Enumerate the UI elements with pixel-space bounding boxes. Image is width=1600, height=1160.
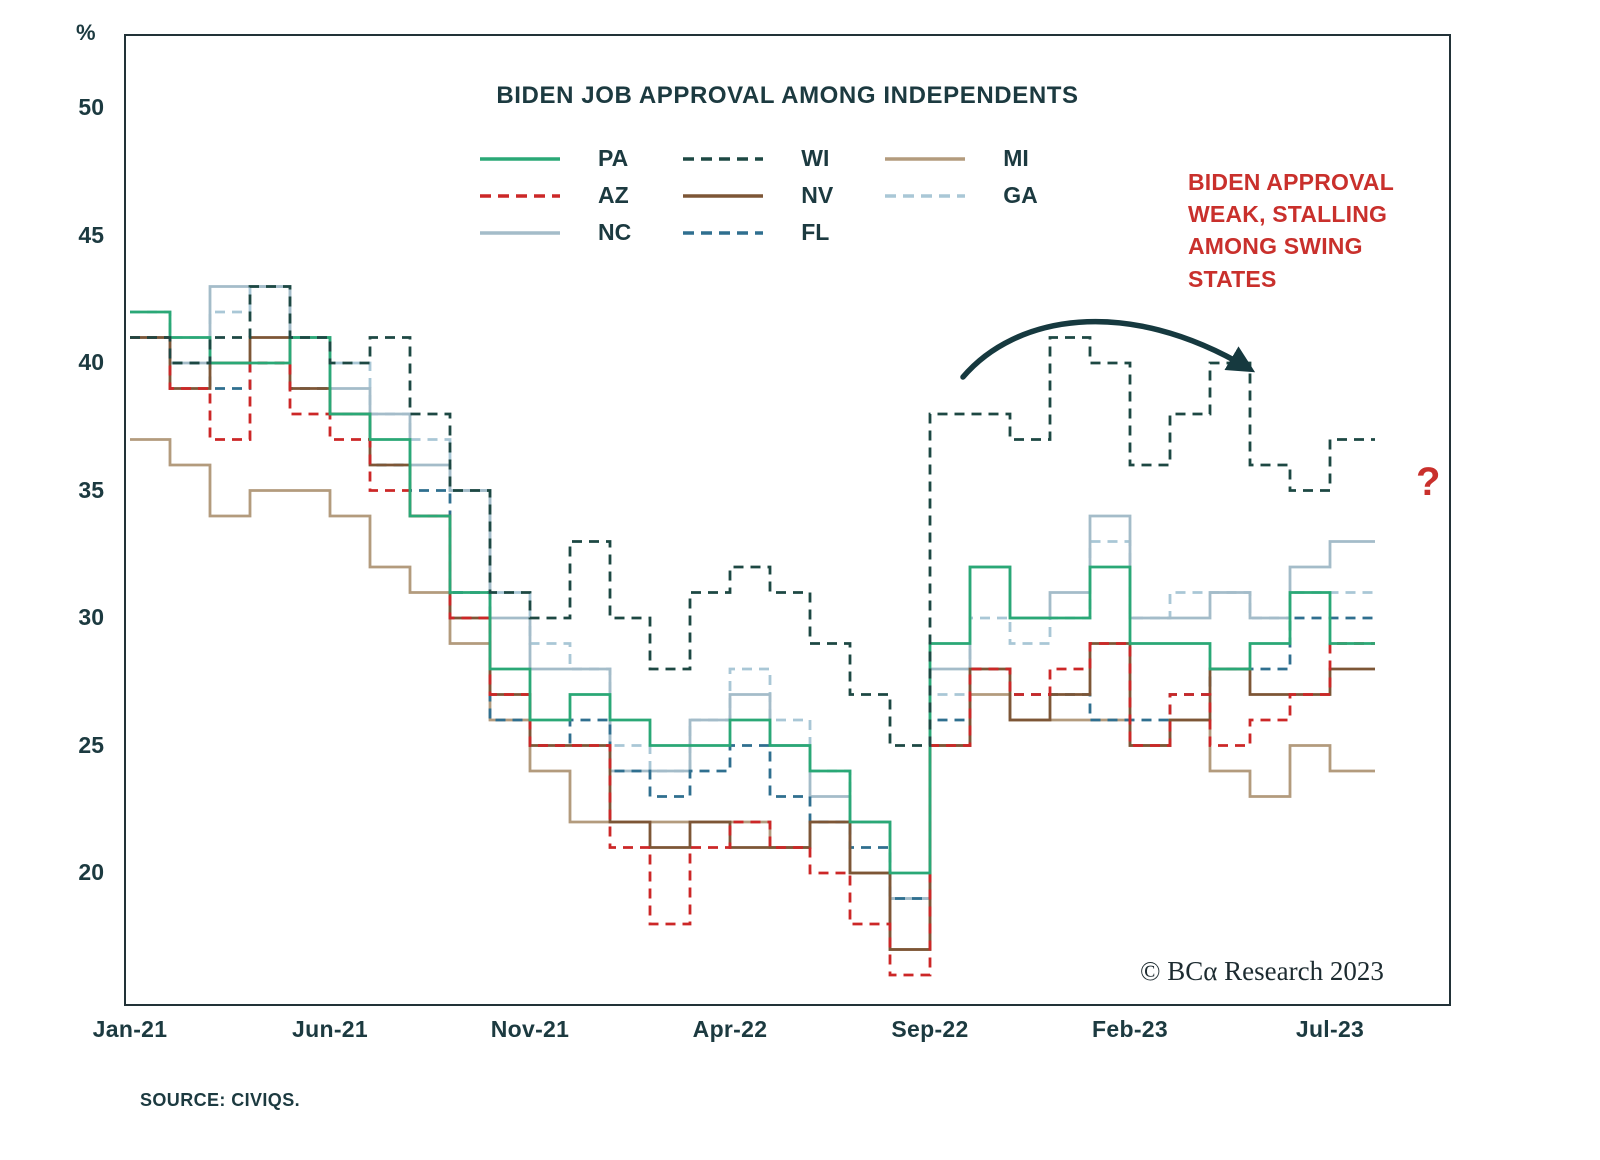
legend-label-WI: WI — [801, 145, 830, 171]
y-axis-unit-label: % — [76, 20, 96, 45]
legend-swatch-FL — [683, 230, 764, 235]
source-note: SOURCE: CIVIQS. — [140, 1090, 301, 1110]
legend-item-FL: FL — [683, 219, 833, 246]
legend-swatch-GA — [885, 193, 966, 198]
legend-swatch-AZ — [480, 193, 560, 198]
series-line-AZ — [130, 336, 1375, 977]
copyright-watermark: © BCα Research 2023 — [1140, 956, 1384, 986]
legend-item-WI: WI — [683, 145, 833, 172]
x-tick-label: Jun-21 — [292, 1016, 368, 1042]
x-tick-label: Feb-23 — [1092, 1016, 1168, 1042]
x-tick-label: Jan-21 — [92, 1016, 168, 1042]
y-tick-label: 25 — [78, 731, 104, 758]
legend-label-AZ: AZ — [598, 182, 629, 208]
y-tick-label: 40 — [78, 349, 104, 375]
x-tick-label: Nov-21 — [490, 1016, 570, 1042]
legend-label-NV: NV — [801, 182, 834, 208]
annotation-text: BIDEN APPROVAL WEAK, STALLING AMONG SWIN… — [1188, 169, 1394, 292]
y-tick-label: 30 — [78, 604, 104, 630]
trend-arrow — [960, 319, 1256, 380]
legend-swatch-NV — [683, 193, 764, 198]
legend-item-GA: GA — [885, 182, 1038, 209]
plot-border — [124, 34, 1451, 1006]
legend-item-MI: MI — [885, 145, 1038, 172]
y-tick-label: 45 — [78, 221, 104, 248]
y-tick-label: 35 — [78, 476, 104, 503]
x-tick-label: Apr-22 — [692, 1016, 768, 1042]
y-tick-label: 20 — [78, 859, 104, 885]
series-line-NC — [130, 285, 1375, 900]
series-line-PA — [130, 310, 1375, 875]
y-tick-label: 50 — [78, 94, 104, 120]
x-tick-label: Jul-23 — [1295, 1016, 1365, 1042]
legend-item-PA: PA — [480, 145, 631, 172]
legend-label-PA: PA — [598, 145, 629, 171]
legend-label-MI: MI — [1003, 145, 1029, 171]
legend-label-FL: FL — [801, 219, 830, 245]
legend-swatch-PA — [480, 156, 560, 161]
legend-label-NC: NC — [598, 219, 632, 245]
legend-swatch-MI — [885, 156, 966, 161]
legend-swatch-NC — [480, 230, 560, 235]
legend-swatch-WI — [683, 156, 764, 161]
legend-item-AZ: AZ — [480, 182, 631, 209]
series-line-WI — [130, 285, 1375, 747]
x-tick-label: Sep-22 — [891, 1016, 969, 1042]
series-line-GA — [130, 285, 1375, 900]
chart-legend: PA AZ NC WI NV FL MI GA — [480, 140, 1038, 251]
chart-title: BIDEN JOB APPROVAL AMONG INDEPENDENTS — [496, 82, 1079, 109]
legend-label-GA: GA — [1003, 182, 1038, 208]
legend-item-NV: NV — [683, 182, 833, 209]
legend-item-NC: NC — [480, 219, 631, 246]
question-mark-annotation: ? — [1416, 460, 1441, 504]
